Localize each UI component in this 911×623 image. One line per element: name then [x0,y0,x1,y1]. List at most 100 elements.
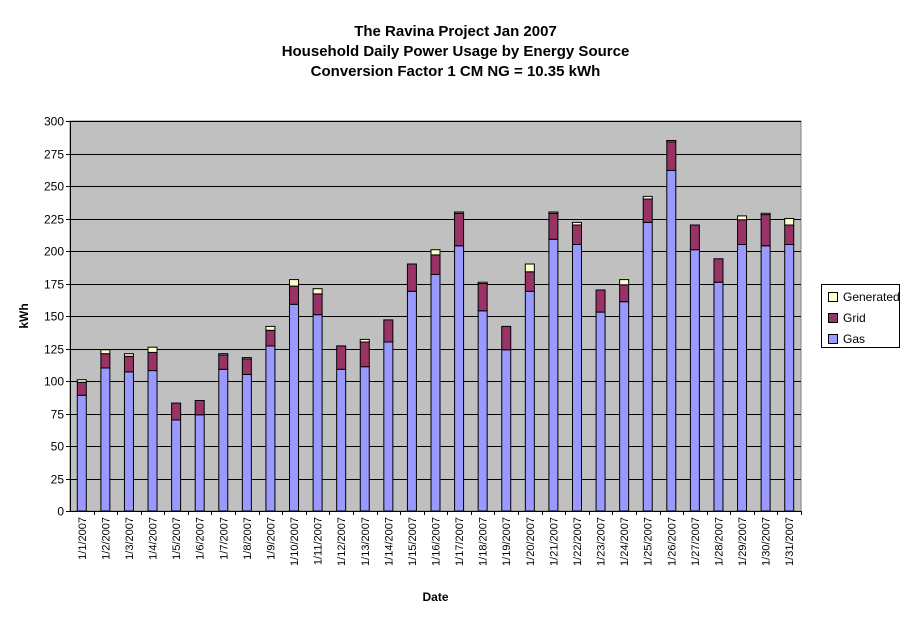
bar-generated-8 [241,357,252,360]
bar-grid-13 [359,341,370,368]
bar-gas-4 [147,370,158,512]
bar-grid-6 [194,400,205,416]
y-tick-label: 175 [44,278,64,292]
legend-item-grid: Grid [828,311,866,325]
x-tick-label: 1/9/2007 [265,517,277,560]
y-tick-label: 225 [44,213,64,227]
x-tick-label: 1/6/2007 [195,517,207,560]
y-tick-label: 75 [51,408,65,422]
bar-grid-5 [171,402,182,421]
chart-subtitle: Household Daily Power Usage by Energy So… [281,43,630,60]
bar-gas-30 [760,245,771,512]
bar-gas-10 [289,303,300,512]
bar-generated-10 [289,279,300,287]
chart-subtitle-2: Conversion Factor 1 CM NG = 10.35 kWh [310,63,601,80]
bar-generated-9 [265,325,276,331]
x-tick-label: 1/31/2007 [784,517,796,566]
bar-generated-3 [123,353,134,357]
bar-grid-27 [689,224,700,251]
bar-grid-1 [76,381,87,396]
y-tick-label: 125 [44,343,64,357]
y-tick-label: 0 [57,505,64,519]
y-tick-label: 200 [44,245,64,259]
x-tick-label: 1/18/2007 [478,517,490,566]
bar-gas-8 [241,374,252,512]
bar-gas-18 [477,310,488,512]
x-tick-label: 1/14/2007 [383,517,395,566]
bar-grid-7 [218,354,229,370]
bar-gas-26 [666,169,677,512]
bar-generated-2 [100,349,111,355]
bar-grid-10 [289,285,300,305]
bar-gas-29 [737,244,748,512]
legend-swatch-gas [828,334,838,344]
bar-grid-29 [737,219,748,246]
bar-gas-19 [501,349,512,512]
chart-title: The Ravina Project Jan 2007 [354,23,557,40]
x-tick-label: 1/19/2007 [501,517,513,566]
bar-generated-30 [760,212,771,216]
bar-grid-24 [619,284,630,303]
x-tick-label: 1/17/2007 [454,517,466,566]
bar-gas-9 [265,345,276,512]
x-tick-label: 1/8/2007 [242,517,254,560]
x-tick-label: 1/5/2007 [171,517,183,560]
bar-gas-1 [76,394,87,512]
bar-generated-1 [76,379,87,383]
bar-gas-23 [595,311,606,512]
bar-grid-3 [123,355,134,373]
bar-grid-17 [454,212,465,247]
bar-gas-6 [194,414,205,512]
x-tick-label: 1/25/2007 [643,517,655,566]
bar-grid-21 [548,212,559,240]
bar-grid-8 [241,358,252,375]
y-tick-label: 250 [44,180,64,194]
bar-grid-16 [430,254,441,275]
bar-grid-4 [147,351,158,372]
legend-swatch-grid [828,313,838,323]
bar-grid-20 [524,271,535,292]
bar-grid-12 [336,345,347,370]
y-axis-title: kWh [17,303,31,328]
x-tick-label: 1/10/2007 [289,517,301,566]
bar-generated-11 [312,288,323,295]
bar-gas-27 [689,249,700,512]
bar-gas-13 [359,366,370,512]
bar-generated-22 [571,221,582,226]
bar-grid-31 [784,224,795,245]
bar-gas-25 [642,221,653,512]
bar-gas-3 [123,371,134,512]
bar-generated-13 [359,338,370,343]
x-tick-label: 1/12/2007 [336,517,348,566]
bar-gas-2 [100,367,111,512]
bar-gas-21 [548,238,559,512]
bar-gas-17 [454,245,465,512]
x-tick-label: 1/1/2007 [77,517,89,560]
bar-gas-5 [171,419,182,512]
x-tick-label: 1/4/2007 [148,517,160,560]
legend-swatch-generated [828,292,838,302]
y-tick-label: 25 [51,473,65,487]
bar-generated-16 [430,249,441,256]
bar-grid-11 [312,293,323,316]
bar-grid-22 [571,224,582,245]
bar-generated-17 [454,211,465,214]
y-tick-label: 100 [44,375,64,389]
bar-generated-7 [218,353,229,356]
x-tick-label: 1/21/2007 [548,517,560,566]
bar-gas-14 [383,341,394,512]
x-tick-label: 1/7/2007 [218,517,230,560]
bar-gas-28 [713,281,724,512]
x-tick-label: 1/23/2007 [596,517,608,566]
x-tick-label: 1/11/2007 [313,517,325,565]
bar-grid-23 [595,289,606,313]
bar-gas-24 [619,301,630,512]
y-tick-label: 50 [51,440,65,454]
legend: Generated Grid Gas [821,284,900,348]
bar-generated-18 [477,281,488,285]
legend-label-gas: Gas [843,332,866,346]
bar-generated-25 [642,195,653,200]
bar-grid-2 [100,353,111,369]
bar-gas-16 [430,273,441,512]
